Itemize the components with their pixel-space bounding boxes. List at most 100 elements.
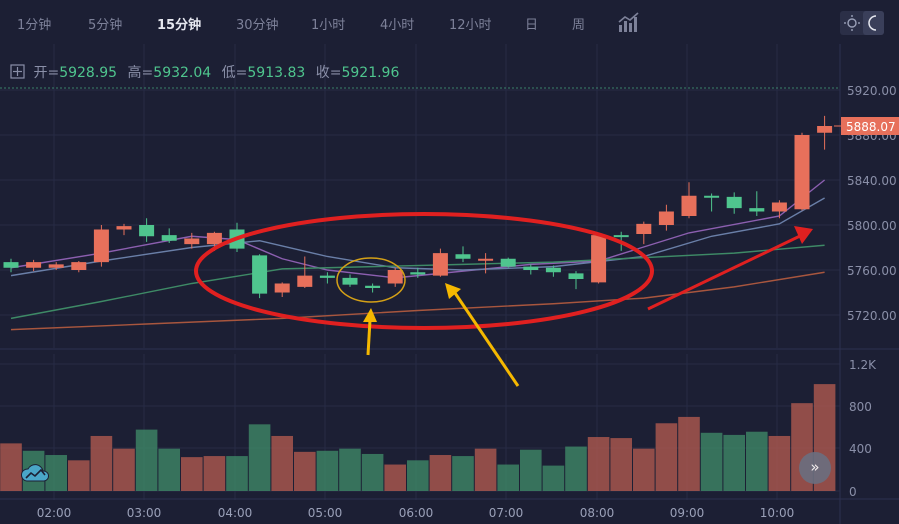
candle-body: [455, 254, 471, 259]
candle-body: [817, 126, 833, 133]
candle-body: [523, 266, 539, 270]
tab-4hour[interactable]: 4小时: [380, 18, 415, 33]
red-arrow-head: [794, 226, 813, 244]
volume-bar: [384, 464, 406, 491]
scroll-to-latest-button[interactable]: »: [799, 452, 831, 484]
moon-icon[interactable]: [865, 14, 883, 32]
low-value: 5913.83: [247, 65, 306, 81]
candle-body: [274, 283, 290, 293]
time-tick-label: 10:00: [760, 506, 795, 520]
time-tick-label: 02:00: [37, 506, 72, 520]
volume-bars: [0, 384, 836, 491]
candle-body: [71, 262, 87, 270]
close-label: 收=: [315, 65, 342, 81]
volume-bar: [339, 448, 361, 491]
candlestick-chart[interactable]: 5920.005880.005840.005800.005760.005720.…: [0, 44, 899, 524]
grid-lines: [0, 44, 840, 500]
candle-body: [342, 277, 358, 285]
open-label: 开=: [33, 65, 60, 81]
candle-body: [410, 272, 426, 275]
candle-body: [500, 258, 516, 267]
volume-bar: [610, 438, 632, 491]
tab-day[interactable]: 日: [525, 18, 539, 33]
candle-body: [613, 235, 629, 238]
candle-body: [184, 238, 200, 245]
tab-12hour[interactable]: 12小时: [449, 18, 492, 33]
volume-bar: [271, 435, 293, 491]
volume-bar: [203, 456, 226, 491]
volume-bar: [226, 456, 248, 491]
candle-body: [161, 235, 177, 241]
volume-tick-label: 400: [849, 442, 872, 456]
candle-body: [726, 196, 742, 209]
tab-week[interactable]: 周: [572, 18, 586, 33]
theme-toggle[interactable]: [840, 11, 884, 35]
volume-bar: [542, 465, 565, 491]
open-value: 5928.95: [59, 65, 118, 81]
candle-body: [681, 195, 697, 216]
candle-body: [48, 264, 64, 268]
yellow-circle-annotation: [336, 257, 406, 303]
moving-average-line-1: [10, 179, 826, 279]
volume-bar: [520, 449, 542, 491]
volume-bar: [45, 455, 67, 491]
volume-bar: [746, 431, 768, 491]
volume-bar: [361, 453, 384, 491]
last-price-tag: [841, 117, 899, 135]
candle-body: [636, 223, 652, 234]
candle-body: [365, 285, 381, 288]
red-ellipse-annotation: [194, 212, 654, 330]
indicator-chart-icon[interactable]: [617, 11, 641, 33]
yellow-arrow-shaft: [366, 319, 372, 356]
candle-body: [478, 258, 494, 261]
volume-bar: [68, 460, 90, 491]
volume-bar: [181, 457, 203, 491]
volume-bar: [768, 435, 791, 491]
ohlc-readout: 开=5928.95 高=5932.04 低=5913.83 收=5921.96: [10, 62, 399, 82]
candle-body: [116, 226, 132, 230]
time-tick-label: 07:00: [489, 506, 524, 520]
volume-bar: [678, 416, 700, 491]
candle-body: [387, 270, 403, 284]
candle-body: [568, 273, 584, 279]
volume-bar: [587, 437, 610, 491]
volume-bar: [248, 424, 271, 491]
volume-bar: [113, 448, 135, 491]
tab-1hour[interactable]: 1小时: [311, 18, 346, 33]
candle-body: [26, 262, 42, 268]
price-tick-label: 5800.00: [847, 219, 897, 233]
volume-bar: [429, 455, 452, 491]
candle-body: [252, 255, 268, 294]
candle-body: [432, 253, 448, 276]
volume-tick-label: 800: [849, 400, 872, 414]
tab-5min[interactable]: 5分钟: [88, 18, 123, 33]
candle-body: [3, 262, 19, 268]
yellow-arrow-head: [363, 308, 377, 322]
time-tick-label: 06:00: [399, 506, 434, 520]
volume-bar: [452, 456, 474, 491]
low-label: 低=: [221, 65, 248, 81]
price-tick-label: 5840.00: [847, 174, 897, 188]
cloud-icon[interactable]: [20, 462, 50, 484]
price-tick-label: 5720.00: [847, 309, 897, 323]
crosshair-toggle-icon[interactable]: [10, 64, 25, 79]
candle-body: [297, 275, 313, 287]
tab-15min[interactable]: 15分钟: [157, 18, 202, 33]
volume-bar: [407, 460, 429, 491]
sun-icon[interactable]: [843, 14, 861, 32]
price-tick-label: 5920.00: [847, 84, 897, 98]
high-label: 高=: [127, 65, 154, 81]
candle-body: [794, 135, 810, 210]
tab-30min[interactable]: 30分钟: [236, 18, 279, 33]
volume-bar: [723, 434, 745, 491]
volume-tick-label: 1.2K: [849, 358, 877, 372]
candle-body: [206, 232, 222, 245]
time-tick-label: 03:00: [127, 506, 162, 520]
volume-bar: [565, 446, 587, 491]
volume-bar: [655, 423, 678, 491]
candle-body: [319, 275, 335, 278]
volume-bar: [158, 448, 180, 491]
tab-1min[interactable]: 1分钟: [17, 18, 52, 33]
candle-body: [771, 202, 787, 212]
moving-average-line-3: [10, 244, 825, 320]
